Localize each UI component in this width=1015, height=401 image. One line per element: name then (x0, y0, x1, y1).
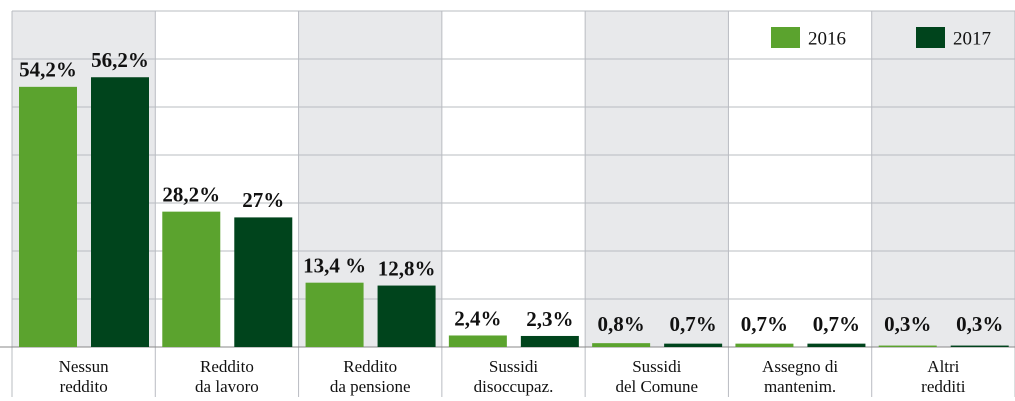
band-bg (585, 11, 729, 347)
legend-swatch (916, 27, 945, 48)
data-label: 0,3% (956, 312, 1003, 336)
label-line: reddito (60, 377, 108, 396)
data-label: 54,2% (19, 58, 77, 82)
bar (162, 211, 221, 347)
data-label: 56,2% (91, 48, 149, 72)
legend-swatch (771, 27, 800, 48)
bar (448, 335, 507, 347)
data-label: 13,4 % (303, 253, 366, 277)
x-tick-label: Reddito da lavoro (195, 357, 259, 396)
data-label: 28,2% (162, 182, 220, 206)
label-line: del Comune (615, 377, 698, 396)
data-label: 27% (242, 188, 284, 212)
bar (735, 343, 794, 347)
label-line: Reddito (343, 357, 397, 376)
bar (878, 345, 937, 347)
bar (807, 343, 866, 347)
bar (377, 285, 436, 347)
label-line: Assegno di (762, 357, 838, 376)
label-line: Sussidi (632, 357, 681, 376)
data-label: 12,8% (378, 256, 436, 280)
x-tick-label: Assegno di mantenim. (762, 357, 838, 396)
band-bg (871, 11, 1015, 347)
bar (305, 282, 364, 347)
data-label: 0,3% (884, 312, 931, 336)
x-tick-label: Sussidi del Comune (615, 357, 698, 396)
label-line: Reddito (200, 357, 254, 376)
label-line: da pensione (330, 377, 411, 396)
x-tick-label: Reddito da pensione (330, 357, 411, 396)
bar (664, 343, 723, 347)
data-label: 0,7% (741, 312, 788, 336)
label-line: da lavoro (195, 377, 259, 396)
data-label: 0,8% (598, 312, 645, 336)
bar (950, 345, 1009, 347)
label-line: Sussidi (489, 357, 538, 376)
bar (592, 343, 651, 347)
data-label: 2,3% (526, 307, 573, 331)
legend-label: 2016 (808, 28, 846, 49)
x-tick-label: Sussidi disoccupaz. (474, 357, 554, 396)
label-line: Nessun (59, 357, 110, 376)
label-line: Altri (927, 357, 959, 376)
label-line: mantenim. (764, 377, 836, 396)
label-line: disoccupaz. (474, 377, 554, 396)
x-tick-label: Nessun reddito (59, 357, 110, 396)
bar (91, 77, 149, 348)
data-label: 0,7% (813, 312, 860, 336)
x-tick-label: Altri redditi (921, 357, 966, 396)
data-label: 2,4% (454, 306, 501, 330)
legend-label: 2017 (953, 28, 991, 49)
bar (234, 217, 293, 347)
data-label: 0,7% (670, 312, 717, 336)
label-line: redditi (921, 377, 966, 396)
bar (19, 86, 77, 347)
bar (520, 335, 579, 347)
